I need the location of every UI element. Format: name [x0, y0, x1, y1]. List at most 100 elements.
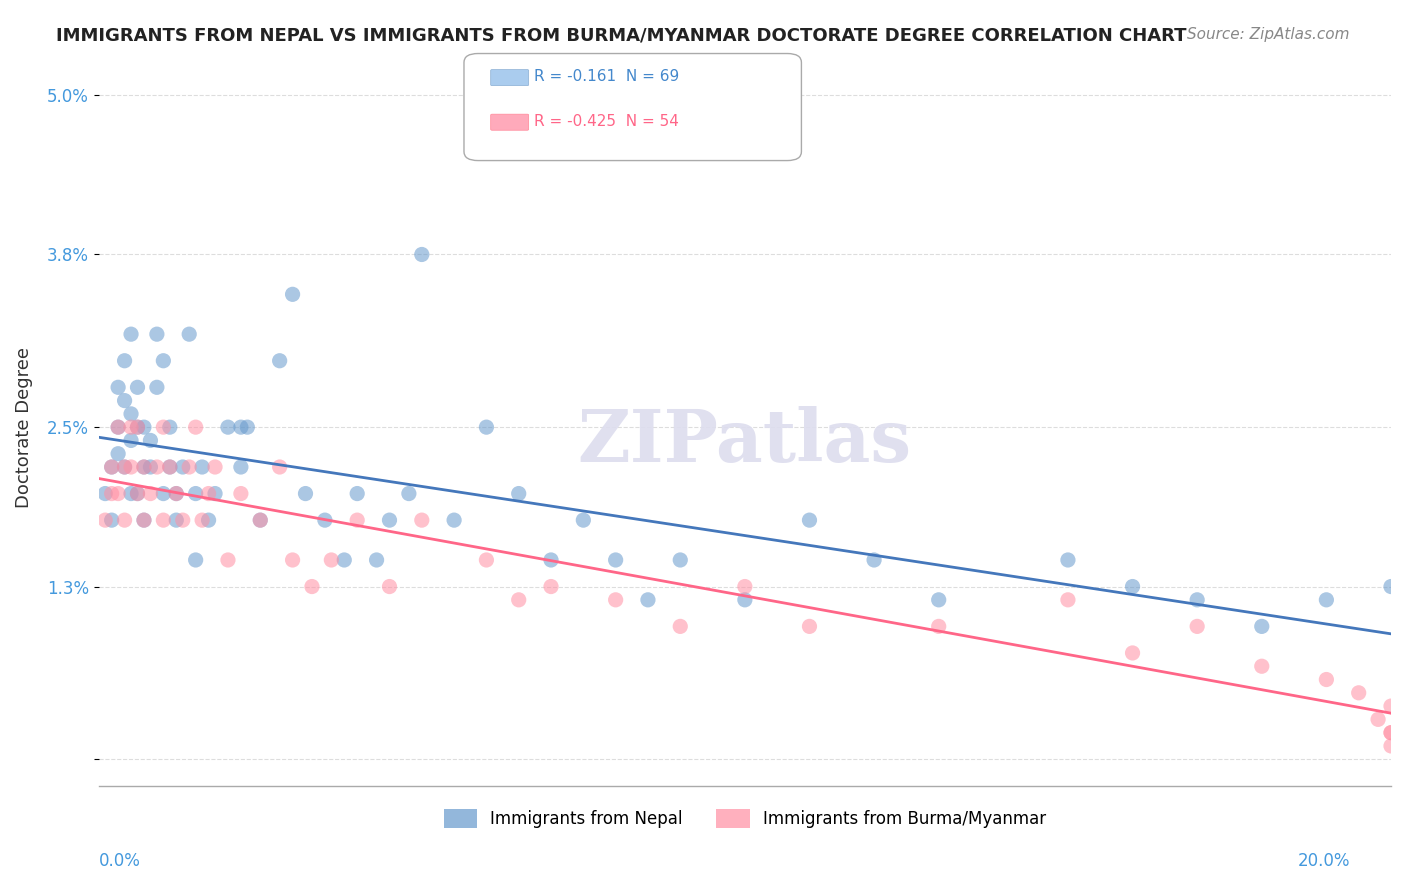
Point — [508, 592, 530, 607]
Point — [172, 460, 194, 475]
Point — [294, 486, 316, 500]
Point — [179, 327, 201, 342]
Point — [269, 353, 291, 368]
Point — [443, 513, 465, 527]
Point — [94, 513, 117, 527]
Point — [863, 553, 886, 567]
Point — [100, 460, 122, 475]
Point — [114, 393, 136, 408]
Point — [127, 486, 149, 500]
Point — [605, 592, 627, 607]
Text: R = -0.161  N = 69: R = -0.161 N = 69 — [534, 70, 679, 84]
Point — [159, 420, 181, 434]
Point — [107, 380, 129, 394]
Point — [411, 513, 433, 527]
Point — [1250, 659, 1272, 673]
Point — [236, 420, 259, 434]
Point — [132, 460, 155, 475]
Point — [269, 460, 291, 475]
Point — [669, 553, 692, 567]
Point — [159, 460, 181, 475]
Point — [184, 553, 207, 567]
Point — [475, 420, 498, 434]
Point — [1315, 592, 1337, 607]
Point — [540, 580, 562, 594]
Point — [637, 592, 659, 607]
Point — [152, 353, 174, 368]
Point — [107, 447, 129, 461]
Point — [1122, 646, 1144, 660]
Point — [249, 513, 271, 527]
Point — [120, 327, 142, 342]
Point — [1122, 580, 1144, 594]
Point — [132, 460, 155, 475]
Point — [191, 513, 214, 527]
Point — [1250, 619, 1272, 633]
Point — [1379, 739, 1402, 753]
Point — [120, 407, 142, 421]
Text: ZIPatlas: ZIPatlas — [578, 406, 912, 477]
Point — [132, 420, 155, 434]
Point — [605, 553, 627, 567]
Point — [734, 592, 756, 607]
Point — [146, 460, 169, 475]
Point — [217, 420, 239, 434]
Point — [120, 460, 142, 475]
Point — [107, 420, 129, 434]
Point — [204, 486, 226, 500]
Point — [127, 420, 149, 434]
Point — [1315, 673, 1337, 687]
Point — [1367, 712, 1389, 726]
Point — [346, 513, 368, 527]
Point — [100, 460, 122, 475]
Point — [146, 327, 169, 342]
Point — [165, 486, 187, 500]
Point — [114, 353, 136, 368]
Point — [204, 460, 226, 475]
Point — [1379, 725, 1402, 739]
Point — [114, 513, 136, 527]
Point — [1057, 592, 1080, 607]
Point — [321, 553, 343, 567]
Text: 0.0%: 0.0% — [98, 852, 141, 870]
Point — [378, 580, 401, 594]
Point — [179, 460, 201, 475]
Point — [540, 553, 562, 567]
Point — [114, 460, 136, 475]
Point — [572, 513, 595, 527]
Point — [152, 513, 174, 527]
Y-axis label: Doctorate Degree: Doctorate Degree — [15, 347, 32, 508]
Point — [398, 486, 420, 500]
Point — [1057, 553, 1080, 567]
Point — [191, 460, 214, 475]
Point — [411, 247, 433, 261]
Point — [165, 486, 187, 500]
Point — [734, 580, 756, 594]
Point — [114, 460, 136, 475]
Text: 20.0%: 20.0% — [1298, 852, 1350, 870]
Point — [132, 513, 155, 527]
Point — [1185, 592, 1208, 607]
Point — [120, 486, 142, 500]
Point — [132, 513, 155, 527]
Point — [281, 553, 304, 567]
Point — [107, 486, 129, 500]
Point — [100, 513, 122, 527]
Point — [107, 420, 129, 434]
Point — [139, 486, 162, 500]
Point — [928, 619, 950, 633]
Point — [139, 460, 162, 475]
Point — [172, 513, 194, 527]
Point — [146, 380, 169, 394]
Text: IMMIGRANTS FROM NEPAL VS IMMIGRANTS FROM BURMA/MYANMAR DOCTORATE DEGREE CORRELAT: IMMIGRANTS FROM NEPAL VS IMMIGRANTS FROM… — [56, 27, 1187, 45]
Point — [120, 420, 142, 434]
Point — [94, 486, 117, 500]
Point — [152, 486, 174, 500]
Text: R = -0.425  N = 54: R = -0.425 N = 54 — [534, 114, 679, 128]
Point — [281, 287, 304, 301]
Point — [100, 486, 122, 500]
Point — [127, 420, 149, 434]
Point — [799, 513, 821, 527]
Point — [229, 486, 252, 500]
Point — [508, 486, 530, 500]
